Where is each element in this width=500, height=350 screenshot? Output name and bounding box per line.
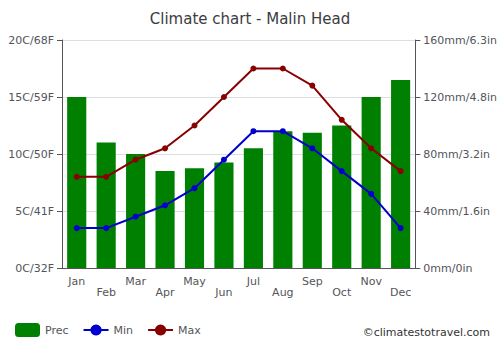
svg-text:Nov: Nov <box>360 275 382 288</box>
svg-text:Prec: Prec <box>45 324 69 337</box>
svg-text:160mm/6.3in: 160mm/6.3in <box>423 34 497 47</box>
svg-text:May: May <box>183 275 206 288</box>
svg-text:Oct: Oct <box>332 286 352 299</box>
svg-text:10C/50F: 10C/50F <box>8 148 54 161</box>
svg-text:Mar: Mar <box>125 275 146 288</box>
svg-text:Min: Min <box>114 324 134 337</box>
svg-text:20C/68F: 20C/68F <box>8 34 54 47</box>
svg-text:5C/41F: 5C/41F <box>15 205 54 218</box>
svg-text:Jun: Jun <box>214 286 232 299</box>
svg-text:0mm/0in: 0mm/0in <box>423 262 472 275</box>
svg-text:Jul: Jul <box>246 275 260 288</box>
svg-text:Max: Max <box>178 324 201 337</box>
svg-text:80mm/3.2in: 80mm/3.2in <box>423 148 490 161</box>
svg-text:Jan: Jan <box>67 275 85 288</box>
svg-text:15C/59F: 15C/59F <box>8 91 54 104</box>
svg-text:©climatestotravel.com: ©climatestotravel.com <box>363 326 490 339</box>
svg-text:Aug: Aug <box>272 286 293 299</box>
svg-text:Apr: Apr <box>156 286 176 299</box>
svg-text:0C/32F: 0C/32F <box>15 262 54 275</box>
svg-text:Sep: Sep <box>302 275 323 288</box>
svg-text:Feb: Feb <box>96 286 115 299</box>
svg-text:120mm/4.8in: 120mm/4.8in <box>423 91 497 104</box>
svg-text:40mm/1.6in: 40mm/1.6in <box>423 205 490 218</box>
svg-text:Climate chart - Malin Head: Climate chart - Malin Head <box>150 10 350 28</box>
svg-text:Dec: Dec <box>390 286 411 299</box>
